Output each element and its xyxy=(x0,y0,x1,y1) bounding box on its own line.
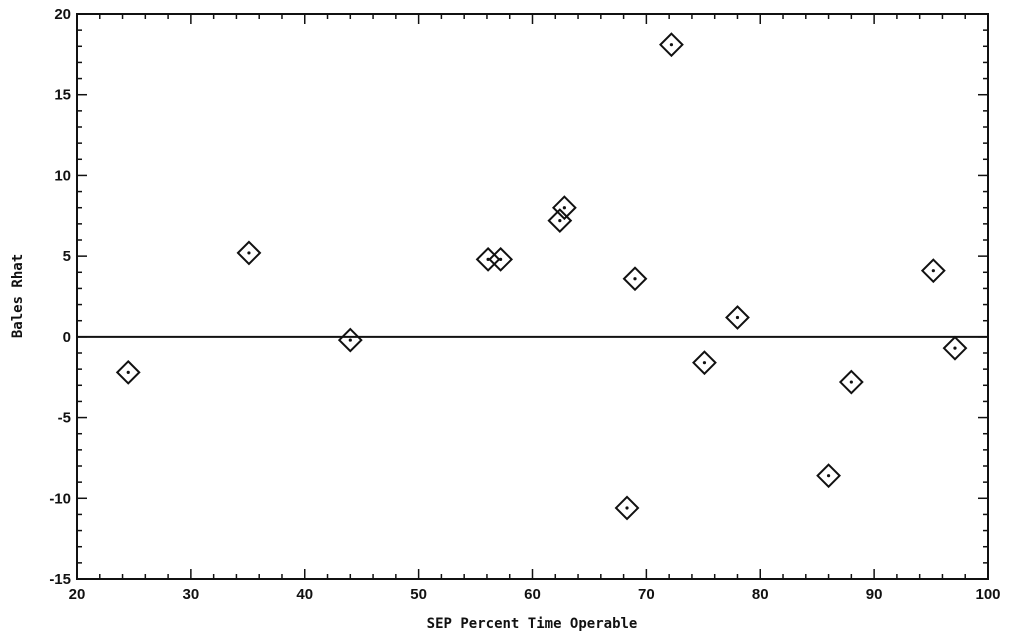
data-point xyxy=(838,369,864,395)
diamond-marker xyxy=(337,327,363,353)
x-tick-label: 20 xyxy=(69,586,86,603)
diamond-marker xyxy=(475,246,501,272)
data-point xyxy=(942,335,968,361)
data-point xyxy=(614,495,640,521)
diamond-marker xyxy=(920,258,946,284)
data-point xyxy=(692,350,717,376)
x-tick-label: 70 xyxy=(638,586,655,603)
diamond-marker xyxy=(115,359,141,385)
y-tick-label: -15 xyxy=(49,571,71,588)
data-point xyxy=(236,240,262,266)
diamond-marker xyxy=(692,350,717,376)
data-point xyxy=(725,305,750,330)
diamond-marker xyxy=(942,335,968,361)
diamond-marker xyxy=(725,305,750,330)
x-tick-label: 90 xyxy=(866,586,883,603)
marker-center-dot xyxy=(702,361,707,365)
x-tick-label: 100 xyxy=(975,586,1000,603)
marker-center-dot xyxy=(348,338,352,342)
marker-center-dot xyxy=(499,257,503,261)
x-tick-label: 30 xyxy=(183,586,200,603)
x-axis-title: SEP Percent Time Operable xyxy=(427,616,638,632)
points-layer xyxy=(115,32,968,521)
marker-center-dot xyxy=(826,474,831,478)
marker-center-dot xyxy=(931,269,935,273)
x-tick-label: 40 xyxy=(296,586,313,603)
marker-center-dot xyxy=(562,206,566,210)
data-point xyxy=(475,246,501,272)
data-point xyxy=(816,463,841,489)
marker-center-dot xyxy=(849,380,853,384)
x-tick-label: 80 xyxy=(752,586,769,603)
y-axis-title: Bales Rhat xyxy=(10,254,26,338)
marker-center-dot xyxy=(669,43,674,47)
marker-center-dot xyxy=(633,277,637,281)
data-point xyxy=(622,266,648,292)
diamond-marker xyxy=(816,463,841,489)
x-tick-label: 60 xyxy=(524,586,541,603)
y-tick-label: 15 xyxy=(54,87,71,104)
data-point xyxy=(659,32,684,58)
diamond-marker xyxy=(488,246,514,272)
diamond-marker xyxy=(622,266,648,292)
marker-center-dot xyxy=(558,219,562,223)
marker-center-dot xyxy=(126,370,130,374)
diamond-marker xyxy=(838,369,864,395)
plot-frame xyxy=(76,13,989,580)
diamond-marker xyxy=(551,195,577,221)
y-tick-label: -10 xyxy=(49,490,71,507)
diamond-marker xyxy=(614,495,640,521)
y-tick-label: 0 xyxy=(63,329,71,346)
diamond-marker xyxy=(659,32,684,58)
data-point xyxy=(488,246,514,272)
data-point xyxy=(920,258,946,284)
ticks-layer: 20 30 40 50 60 70 80 90 100 -15 -10 -5 0 5 10 15 20 xyxy=(49,6,1000,603)
y-tick-label: 10 xyxy=(54,167,71,184)
data-point xyxy=(115,359,141,385)
y-tick-label: -5 xyxy=(58,410,71,427)
marker-center-dot xyxy=(953,346,957,350)
data-point xyxy=(337,327,363,353)
y-tick-label: 20 xyxy=(54,6,71,23)
marker-center-dot xyxy=(625,506,629,510)
diamond-marker xyxy=(236,240,262,266)
x-tick-label: 50 xyxy=(410,586,427,603)
marker-center-dot xyxy=(486,257,490,261)
y-tick-label: 5 xyxy=(63,248,71,265)
data-point xyxy=(551,195,577,221)
marker-center-dot xyxy=(735,315,740,320)
marker-center-dot xyxy=(247,251,251,255)
